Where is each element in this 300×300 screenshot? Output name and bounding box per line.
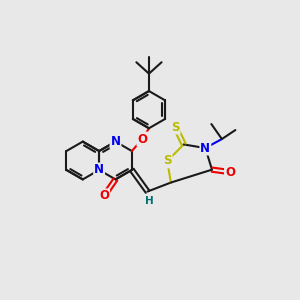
Text: S: S (163, 154, 172, 167)
Text: N: N (94, 164, 104, 176)
Text: O: O (225, 166, 235, 178)
Text: H: H (146, 196, 154, 206)
Text: N: N (200, 142, 210, 154)
Text: O: O (99, 189, 109, 203)
Text: O: O (137, 133, 147, 146)
Text: S: S (171, 121, 180, 134)
Text: N: N (110, 135, 121, 148)
